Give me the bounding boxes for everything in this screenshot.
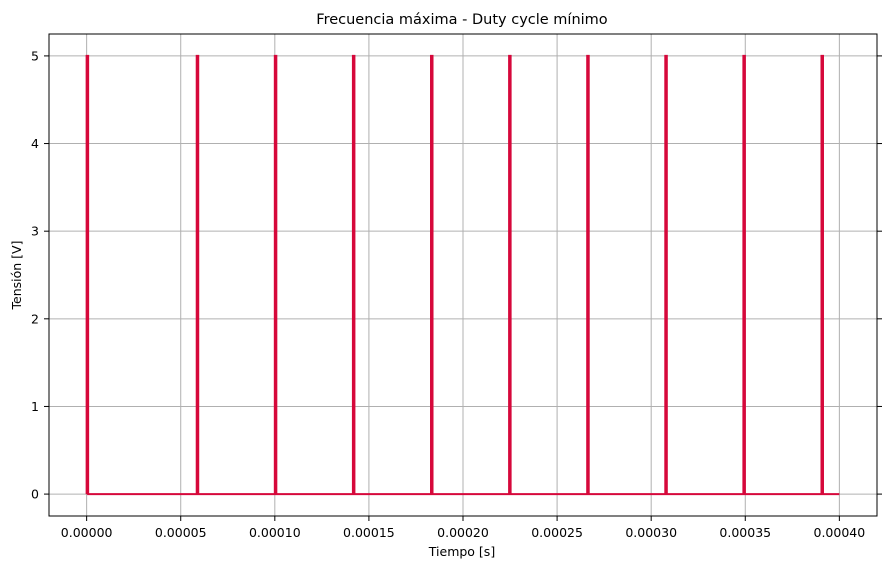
- x-tick-label: 0.00025: [531, 525, 583, 540]
- y-tick-label: 2: [31, 311, 39, 326]
- x-tick-label: 0.00035: [719, 525, 771, 540]
- x-tick-label: 0.00030: [625, 525, 677, 540]
- x-tick-label: 0.00000: [61, 525, 113, 540]
- y-tick-label: 5: [31, 48, 39, 63]
- chart-title: Frecuencia máxima - Duty cycle mínimo: [316, 12, 608, 28]
- x-tick-label: 0.00040: [814, 525, 866, 540]
- ticks: 0.00000 0.00005 0.00010 0.00015 0.00020 0.000…: [31, 48, 882, 540]
- series: [85, 54, 840, 496]
- y-tick-label: 1: [31, 399, 39, 414]
- x-tick-label: 0.00015: [343, 525, 395, 540]
- grid: [49, 34, 877, 516]
- y-tick-label: 4: [31, 136, 39, 151]
- y-tick-label: 0: [31, 487, 39, 502]
- y-axis-label: Tensión [V]: [9, 241, 24, 311]
- x-tick-label: 0.00005: [155, 525, 207, 540]
- x-axis-label: Tiempo [s]: [428, 544, 495, 559]
- x-tick-label: 0.00010: [249, 525, 301, 540]
- y-tick-label: 3: [31, 224, 39, 239]
- x-tick-label: 0.00020: [437, 525, 489, 540]
